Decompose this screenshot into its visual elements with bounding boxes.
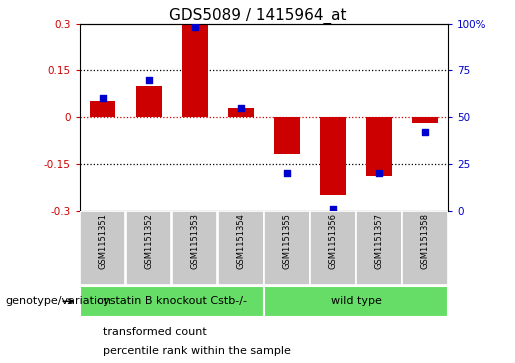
Bar <box>320 117 346 195</box>
FancyBboxPatch shape <box>80 211 126 285</box>
Text: GSM1151355: GSM1151355 <box>282 213 291 269</box>
FancyBboxPatch shape <box>218 211 264 285</box>
Text: GSM1151354: GSM1151354 <box>236 213 246 269</box>
Point <box>421 129 429 135</box>
Bar <box>366 117 392 176</box>
Text: cystatin B knockout Cstb-/-: cystatin B knockout Cstb-/- <box>97 296 247 306</box>
FancyBboxPatch shape <box>310 211 355 285</box>
FancyBboxPatch shape <box>80 286 264 317</box>
Point <box>329 206 337 212</box>
FancyBboxPatch shape <box>402 211 448 285</box>
Point <box>145 77 153 82</box>
Point <box>237 105 245 111</box>
FancyBboxPatch shape <box>126 211 171 285</box>
Bar <box>228 108 253 117</box>
Point <box>375 170 383 176</box>
Bar <box>182 24 208 117</box>
FancyBboxPatch shape <box>264 286 448 317</box>
Text: wild type: wild type <box>331 296 382 306</box>
Point <box>191 24 199 30</box>
Bar <box>136 86 162 117</box>
Text: transformed count: transformed count <box>103 327 207 337</box>
Text: GSM1151357: GSM1151357 <box>374 213 384 269</box>
Text: percentile rank within the sample: percentile rank within the sample <box>103 346 291 356</box>
Bar <box>413 117 438 123</box>
Point <box>283 170 291 176</box>
FancyBboxPatch shape <box>172 211 217 285</box>
Text: GSM1151358: GSM1151358 <box>421 213 430 269</box>
Bar <box>274 117 300 154</box>
Bar <box>90 102 115 117</box>
Text: genotype/variation: genotype/variation <box>5 296 111 306</box>
FancyBboxPatch shape <box>264 211 310 285</box>
Text: GSM1151351: GSM1151351 <box>98 213 107 269</box>
Point <box>99 95 107 101</box>
FancyBboxPatch shape <box>356 211 402 285</box>
Text: GSM1151356: GSM1151356 <box>329 213 337 269</box>
Text: GDS5089 / 1415964_at: GDS5089 / 1415964_at <box>169 8 346 24</box>
Text: GSM1151353: GSM1151353 <box>191 213 199 269</box>
Text: GSM1151352: GSM1151352 <box>144 213 153 269</box>
